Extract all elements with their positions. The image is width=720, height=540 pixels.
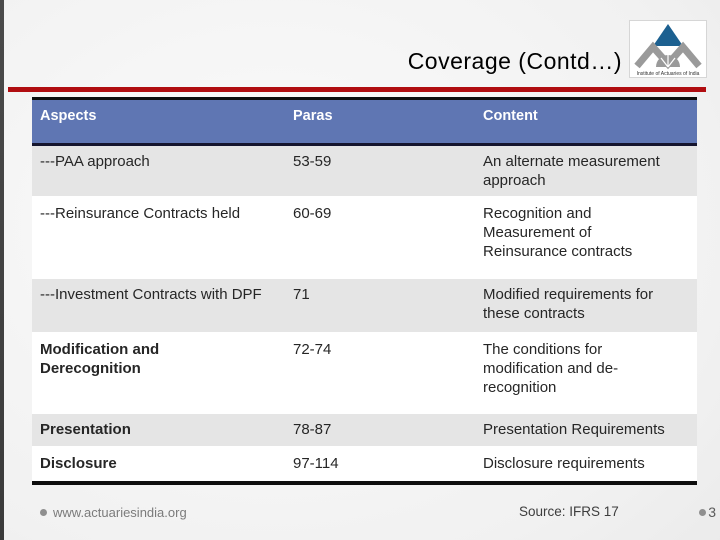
footer-bullet-icon [40,509,47,516]
aspect-cell: ---PAA approach [32,144,285,198]
paras-cell: 71 [285,277,475,334]
table-row: ---Reinsurance Contracts held 60-69 Reco… [32,196,697,279]
content-cell: Modified requirements for these contract… [475,277,697,334]
coverage-table: Aspects Paras Content ---PAA approach 53… [32,97,697,485]
content-cell: An alternate measurement approach [475,144,697,198]
footer-website: www.actuariesindia.org [40,505,187,520]
footer-source: Source: IFRS 17 [519,504,619,519]
table-row: ---PAA approach 53-59 An alternate measu… [32,144,697,198]
coverage-table-body: ---PAA approach 53-59 An alternate measu… [32,144,697,484]
institute-logo: Institute of Actuaries of India [629,20,707,78]
table-row: ---Investment Contracts with DPF 71 Modi… [32,277,697,334]
aspect-cell: Modification and Derecognition [32,332,285,414]
website-link[interactable]: www.actuariesindia.org [53,505,187,520]
aspect-cell: ---Reinsurance Contracts held [32,196,285,279]
slide-title: Coverage (Contd…) [407,48,622,74]
paras-cell: 72-74 [285,332,475,414]
content-cell: Presentation Requirements [475,412,697,448]
table-row: Modification and Derecognition 72-74 The… [32,332,697,414]
content-cell: The conditions for modification and de- … [475,332,697,414]
page-number: 3 [708,504,716,520]
paras-cell: 53-59 [285,144,475,198]
page-bullet-icon [699,508,707,516]
column-header-content: Content [475,98,697,146]
left-edge-bar [0,0,4,540]
table-row: Presentation 78-87 Presentation Requirem… [32,412,697,448]
column-header-paras: Paras [285,98,475,146]
source-label: Source: IFRS 17 [519,504,619,519]
table-header-row: Aspects Paras Content [32,98,697,146]
institute-logo-icon: Institute of Actuaries of India [634,24,702,77]
content-cell: Recognition and Measurement of Reinsuran… [475,196,697,279]
aspect-cell: Presentation [32,412,285,448]
paras-cell: 78-87 [285,412,475,448]
aspect-cell: Disclosure [32,446,285,484]
table-row: Disclosure 97-114 Disclosure requirement… [32,446,697,484]
paras-cell: 60-69 [285,196,475,279]
footer-page: 3 [699,504,716,520]
column-header-aspects: Aspects [32,98,285,146]
logo-caption: Institute of Actuaries of India [637,71,700,77]
paras-cell: 97-114 [285,446,475,484]
title-divider [8,87,706,92]
content-cell: Disclosure requirements [475,446,697,484]
aspect-cell: ---Investment Contracts with DPF [32,277,285,334]
